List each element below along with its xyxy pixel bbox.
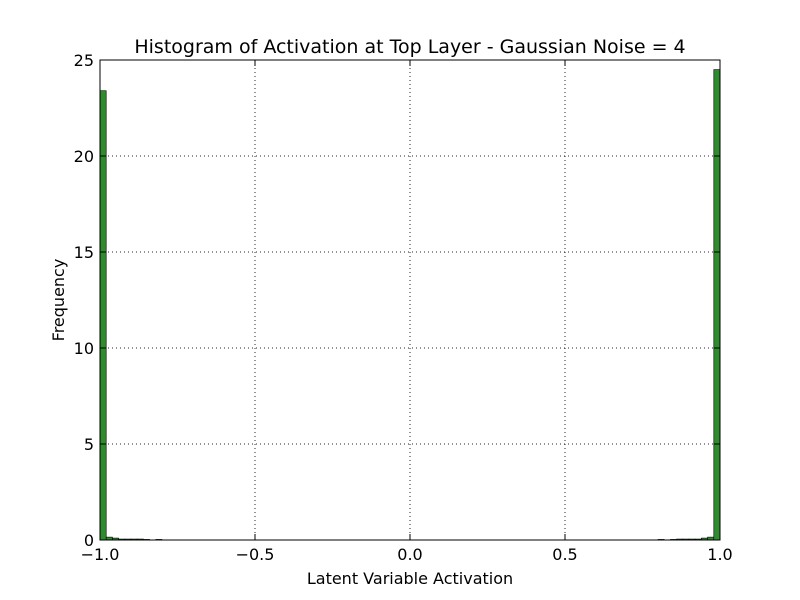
plot-frame xyxy=(99,59,721,541)
histogram-bar xyxy=(713,69,721,541)
x-axis-label: Latent Variable Activation xyxy=(307,569,513,588)
x-tick-label: −0.5 xyxy=(236,545,275,564)
y-tick-label: 5 xyxy=(84,435,94,454)
chart-title: Histogram of Activation at Top Layer - G… xyxy=(134,36,685,58)
y-tick-label: 25 xyxy=(74,51,94,70)
y-tick-label: 0 xyxy=(84,531,94,550)
y-tick-label: 10 xyxy=(74,339,94,358)
x-tick-label: 1.0 xyxy=(707,545,732,564)
y-tick-label: 20 xyxy=(74,147,94,166)
axis-ticks: −1.0 −0.5 0.0 0.5 1.0 0 5 10 15 20 25 xyxy=(74,51,733,564)
y-tick-label: 15 xyxy=(74,243,94,262)
histogram-bar xyxy=(99,90,107,541)
x-tick-label: 0.5 xyxy=(552,545,577,564)
y-axis-label: Frequency xyxy=(49,259,68,342)
x-tick-label: −1.0 xyxy=(81,545,120,564)
grid-lines xyxy=(100,60,720,540)
x-tick-label: 0.0 xyxy=(397,545,422,564)
